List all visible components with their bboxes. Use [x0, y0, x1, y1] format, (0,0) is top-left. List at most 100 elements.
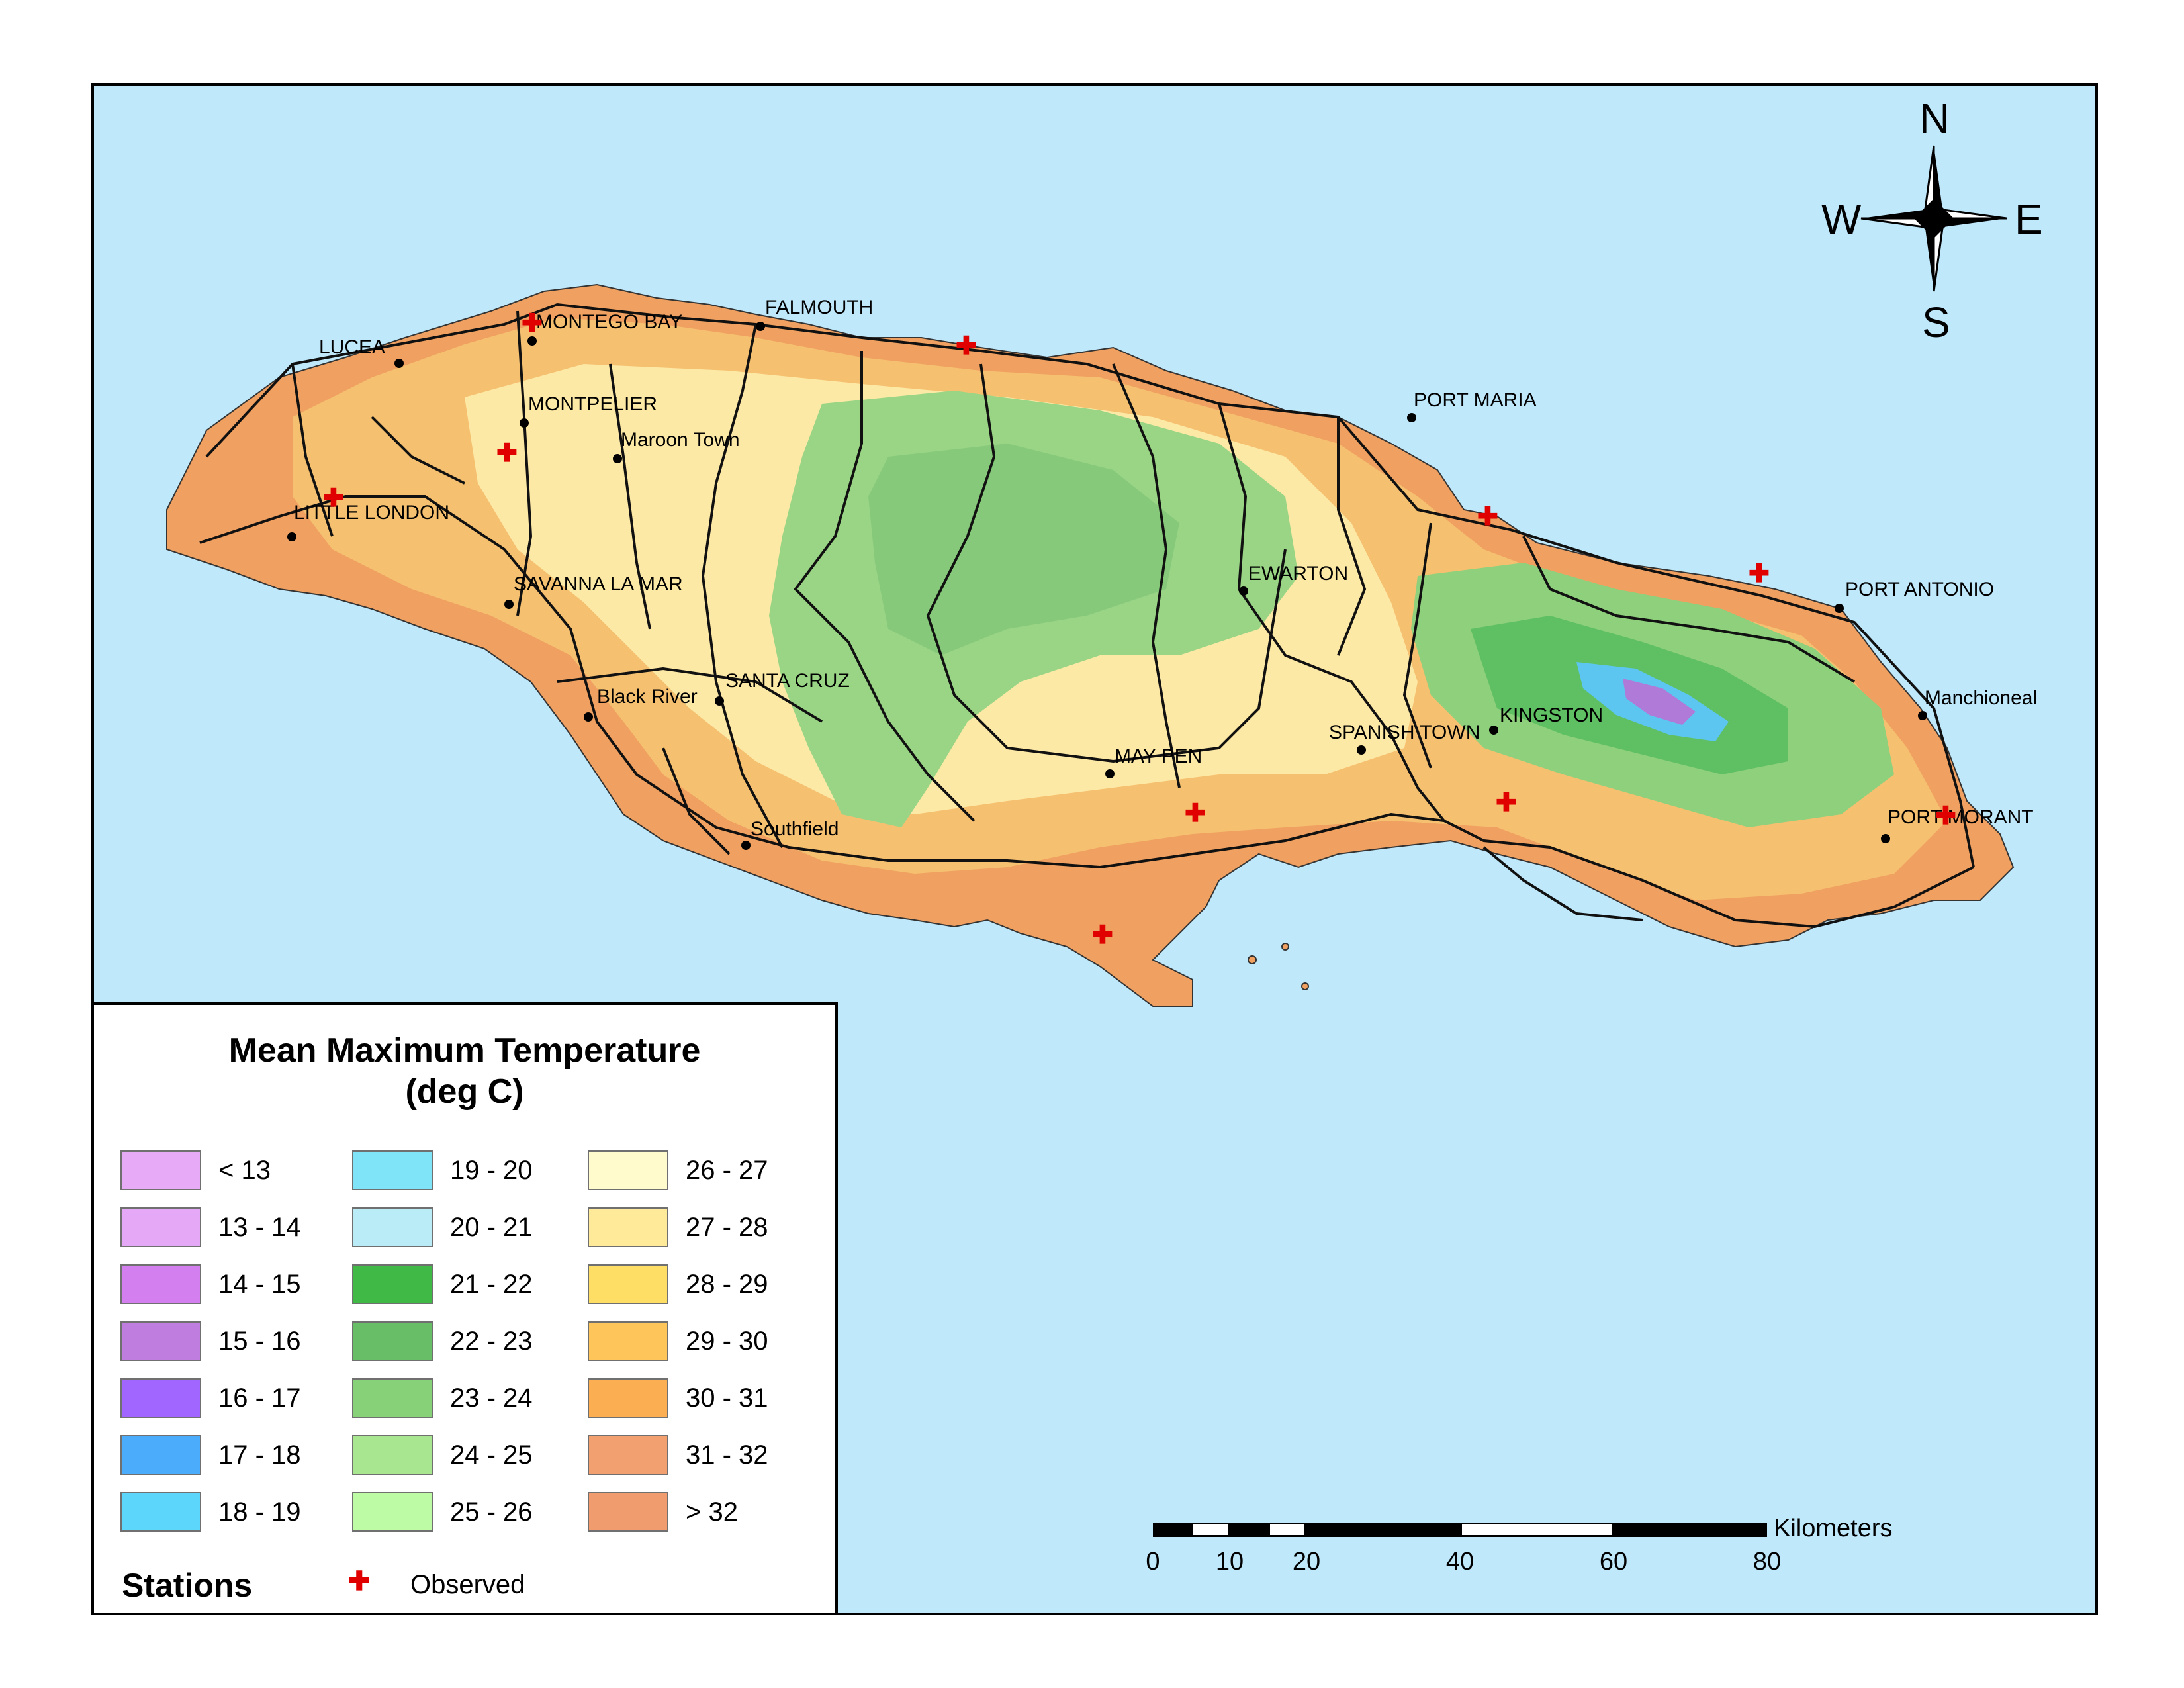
- scale-segment: [1153, 1523, 1191, 1537]
- legend-title-line2: (deg C): [405, 1072, 524, 1111]
- town-dot: [520, 418, 529, 428]
- legend-class-label: 19 - 20: [450, 1156, 533, 1185]
- legend-swatch: [588, 1378, 668, 1418]
- town-label-lucea: LUCEA: [319, 336, 386, 358]
- legend-class-label: < 13: [218, 1156, 271, 1185]
- scale-tick-label: 0: [1146, 1548, 1160, 1575]
- legend-swatch: [352, 1378, 433, 1418]
- town-dot: [584, 712, 593, 722]
- legend-class-label: 31 - 32: [686, 1440, 768, 1470]
- legend-class-label: 30 - 31: [686, 1383, 768, 1413]
- town-dot: [1407, 413, 1416, 422]
- station-marker: ✚: [1477, 503, 1498, 531]
- legend-class-label: 22 - 23: [450, 1327, 533, 1356]
- islet: [1301, 982, 1309, 990]
- station-marker: ✚: [1496, 789, 1517, 817]
- town-dot: [1918, 711, 1927, 720]
- town-dot: [504, 600, 514, 609]
- town-label-falmouth: FALMOUTH: [765, 297, 874, 318]
- legend-class-label: 27 - 28: [686, 1213, 768, 1242]
- town-label-santa-cruz: SANTA CRUZ: [725, 670, 850, 692]
- legend-swatch: [120, 1321, 201, 1361]
- legend-swatch: [352, 1435, 433, 1475]
- legend-class-label: 13 - 14: [218, 1213, 301, 1242]
- legend-class-label: 24 - 25: [450, 1440, 533, 1470]
- scale-tick-label: 10: [1215, 1548, 1244, 1575]
- town-dot: [527, 336, 537, 346]
- stations-heading: Stations: [122, 1567, 253, 1604]
- town-label-spanish-town: SPANISH TOWN: [1329, 722, 1480, 743]
- legend-swatch: [120, 1150, 201, 1190]
- town-dot: [741, 841, 751, 850]
- legend-swatch: [120, 1207, 201, 1247]
- station-marker: ✚: [956, 332, 977, 360]
- legend-swatch: [588, 1264, 668, 1304]
- scale-tick-label: 80: [1752, 1548, 1782, 1575]
- legend-class-label: 15 - 16: [218, 1327, 301, 1356]
- legend-title-line1: Mean Maximum Temperature: [228, 1031, 701, 1070]
- legend-class-label: 23 - 24: [450, 1383, 533, 1413]
- legend-swatch: [352, 1264, 433, 1304]
- observed-station-icon: ✚: [348, 1567, 371, 1596]
- town-dot: [1835, 604, 1844, 613]
- station-marker: ✚: [1935, 802, 1956, 830]
- central-highlands-green-inner: [868, 444, 1179, 655]
- station-marker: ✚: [323, 485, 344, 512]
- town-label-southfield: Southfield: [751, 818, 839, 840]
- town-dot: [1239, 586, 1248, 596]
- scale-tick-label: 60: [1599, 1548, 1628, 1575]
- legend-swatch: [588, 1435, 668, 1475]
- compass-west-label: W: [1821, 195, 1862, 243]
- blue-mountains-summit-top: [1623, 679, 1696, 725]
- scale-segment: [1230, 1523, 1268, 1537]
- compass-south-label: S: [1922, 299, 1950, 346]
- legend-swatch: [120, 1264, 201, 1304]
- jamaica-temperature-map: [166, 283, 2015, 1007]
- legend-swatch: [352, 1207, 433, 1247]
- legend-swatch: [120, 1378, 201, 1418]
- town-dot: [1489, 726, 1498, 735]
- legend-title: Mean Maximum Temperature (deg C): [94, 1030, 835, 1112]
- legend-swatch: [588, 1207, 668, 1247]
- town-label-savanna-la-mar: SAVANNA LA MAR: [514, 573, 683, 595]
- legend-swatch: [120, 1492, 201, 1532]
- legend-swatch: [588, 1150, 668, 1190]
- scale-segment: [1460, 1523, 1614, 1537]
- town-dot: [287, 532, 296, 541]
- town-label-maroon-town: Maroon Town: [621, 429, 740, 451]
- legend-swatch: [352, 1492, 433, 1532]
- compass-rose: N S W E: [1821, 95, 2046, 351]
- legend-class-label: 14 - 15: [218, 1270, 301, 1299]
- legend-class-label: 28 - 29: [686, 1270, 768, 1299]
- legend-class-label: 29 - 30: [686, 1327, 768, 1356]
- compass-north-label: N: [1919, 95, 1950, 142]
- legend-swatch: [352, 1150, 433, 1190]
- compass-east-label: E: [2015, 195, 2043, 243]
- legend-class-label: 25 - 26: [450, 1497, 533, 1526]
- town-dot: [1105, 769, 1115, 778]
- town-label-black-river: Black River: [597, 686, 698, 708]
- station-marker: ✚: [496, 440, 518, 467]
- scale-segment: [1191, 1523, 1230, 1537]
- station-marker: ✚: [1185, 800, 1206, 827]
- legend-panel: Mean Maximum Temperature (deg C) < 13 13 …: [94, 1002, 838, 1613]
- station-marker: ✚: [522, 310, 543, 338]
- legend-class-label: > 32: [686, 1497, 738, 1526]
- town-label-kingston: KINGSTON: [1500, 704, 1604, 726]
- legend-class-label: 16 - 17: [218, 1383, 301, 1413]
- scale-tick-label: 40: [1445, 1548, 1475, 1575]
- town-label-montpelier: MONTPELIER: [528, 393, 658, 415]
- islet: [1248, 955, 1257, 964]
- legend-swatch: [352, 1321, 433, 1361]
- town-label-montego-bay: MONTEGO BAY: [536, 311, 683, 333]
- town-dot: [756, 322, 765, 331]
- town-dot: [715, 696, 724, 706]
- scale-segment: [1306, 1523, 1460, 1537]
- town-label-port-maria: PORT MARIA: [1414, 389, 1537, 411]
- scale-segment: [1614, 1523, 1767, 1537]
- compass-star-icon: [1860, 145, 2007, 292]
- islet: [1281, 943, 1289, 951]
- legend-class-label: 21 - 22: [450, 1270, 533, 1299]
- legend-swatch: [120, 1435, 201, 1475]
- town-label-port-antonio: PORT ANTONIO: [1845, 579, 1995, 600]
